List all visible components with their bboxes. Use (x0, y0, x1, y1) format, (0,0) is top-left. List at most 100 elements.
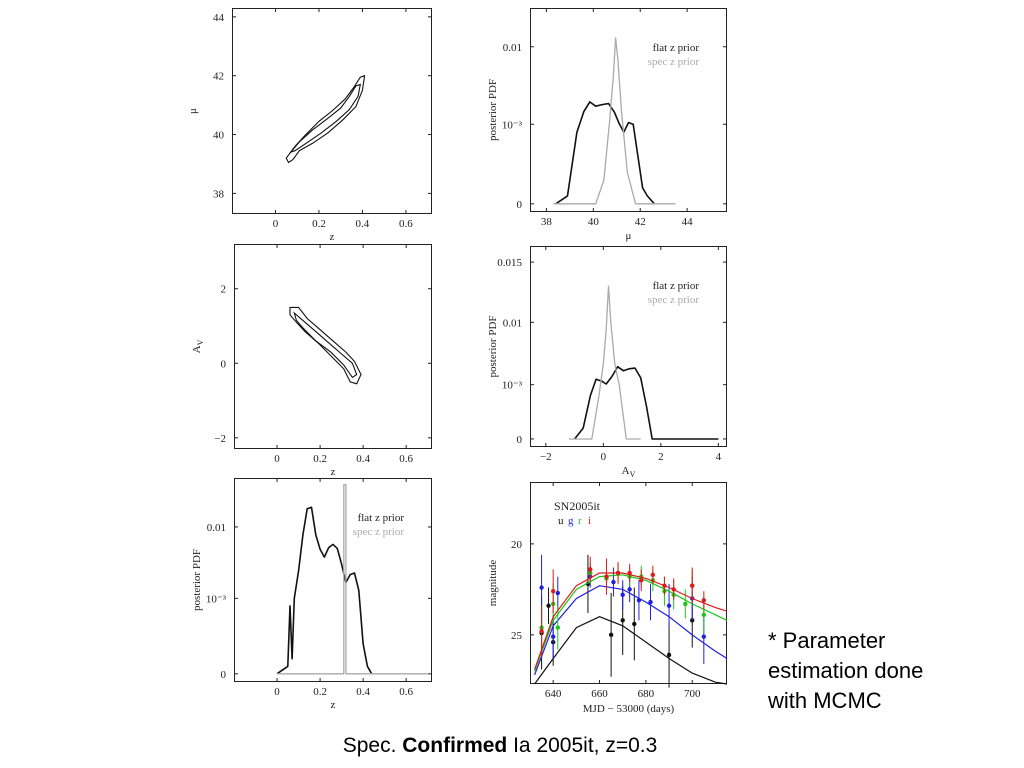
slide-caption: Spec. Confirmed Ia 2005it, z=0.3 (0, 734, 1000, 758)
data-point-g (636, 598, 642, 603)
data-point-i (650, 572, 656, 578)
chart-lightcurve: 640 660 680 700 MJD − 53000 (days) 20 25 magnit… (487, 482, 728, 715)
y-tick-label: 42 (213, 71, 224, 83)
y-tick-label: 0.01 (207, 522, 226, 534)
y-tick-label: 40 (213, 130, 225, 142)
data-point-g (611, 579, 616, 585)
model-curve-u (534, 616, 728, 685)
data-point-g (627, 587, 632, 592)
data-point-r (683, 601, 688, 607)
data-point-i (639, 578, 644, 583)
y-tick-label: 0.015 (497, 257, 522, 269)
lightcurve-title: SN2005it (554, 499, 601, 513)
x-tick-label: 42 (635, 216, 646, 228)
legend-flat-prior: flat z prior (653, 280, 700, 292)
data-point-g (666, 603, 672, 608)
note-line: with MCMC (768, 688, 882, 713)
y-axis-label: posterior PDF (191, 549, 203, 611)
x-tick-label: 4 (716, 451, 722, 463)
band-label-g: g (568, 515, 574, 527)
y-tick-label: 0.01 (503, 42, 522, 54)
data-point-g (701, 634, 707, 639)
caption-pre: Spec. (342, 734, 397, 757)
plot-frame (234, 478, 432, 682)
data-point-i (539, 629, 544, 634)
x-tick-label: 0.6 (399, 453, 413, 465)
y-tick-label: 0.01 (503, 317, 522, 329)
y-tick-label: 0 (221, 669, 227, 681)
model-curve-i (534, 572, 728, 670)
y-tick-label: 38 (213, 188, 225, 200)
series-flat-prior (555, 101, 655, 205)
legend-spec-prior: spec z prior (648, 294, 700, 306)
data-point-u (666, 652, 672, 658)
x-tick-label: 0 (601, 451, 607, 463)
data-point-i (615, 570, 621, 576)
contour-line (289, 306, 362, 385)
x-tick-label: 0 (273, 218, 279, 230)
caption-bold: Confirmed (402, 734, 508, 757)
x-axis-label: AV (622, 465, 636, 479)
chart-z-pdf: 0 0.2 0.4 0.6 z 0 10⁻³ 0.01 posterior PDF flat z … (191, 478, 432, 711)
x-tick-label: 0 (274, 453, 280, 465)
plot-frame (232, 8, 432, 214)
data-point-g (620, 592, 625, 598)
x-tick-label: 0.6 (399, 218, 413, 230)
y-tick-label: −2 (214, 433, 226, 445)
plot-frame (234, 244, 432, 449)
x-tick-label: 0.6 (399, 686, 413, 698)
y-tick-label: 2 (221, 284, 227, 296)
note-line: * Parameter (768, 628, 886, 653)
legend-flat-prior: flat z prior (653, 42, 700, 54)
contour-line (288, 83, 362, 154)
x-tick-label: 0.4 (356, 218, 370, 230)
x-tick-label: 2 (658, 451, 664, 463)
band-label-i: i (588, 515, 591, 527)
x-tick-label: 680 (638, 688, 655, 700)
data-point-i (671, 587, 676, 592)
contour-line (285, 74, 366, 164)
x-tick-label: −2 (540, 451, 552, 463)
data-point-r (555, 625, 561, 630)
note-line: estimation done (768, 658, 924, 683)
data-point-u (620, 618, 625, 623)
series-spec-prior (568, 285, 641, 440)
plot-frame (530, 8, 727, 212)
x-tick-label: 0.2 (313, 453, 327, 465)
x-tick-label: 0.2 (312, 218, 326, 230)
y-tick-label: 20 (511, 539, 523, 551)
series-flat-prior (276, 506, 373, 675)
data-point-g (648, 599, 653, 605)
data-point-u (546, 603, 551, 608)
chart-z-mu-contour: 0 0.2 0.4 0.6 z 38 40 42 44 μ (187, 8, 432, 243)
data-point-g (539, 585, 544, 590)
x-axis-label: MJD − 53000 (days) (583, 703, 675, 715)
x-tick-label: 0.2 (313, 686, 327, 698)
data-point-i (588, 567, 593, 572)
y-axis-label: posterior PDF (487, 79, 499, 141)
data-point-r (701, 612, 707, 618)
chart-av-pdf: −2 0 2 4 AV 0 10⁻³ 0.01 0.015 posterior PDF flat z… (487, 246, 727, 479)
y-tick-label: 0 (517, 199, 523, 211)
x-tick-label: 40 (588, 216, 600, 228)
y-axis-label: magnitude (487, 560, 499, 607)
series-flat-prior (573, 365, 719, 440)
plot-frame (530, 482, 727, 684)
x-tick-label: 700 (684, 688, 701, 700)
mcmc-note: * Parameter estimation done with MCMC (768, 626, 1008, 716)
data-point-i (662, 583, 667, 588)
caption-post: Ia 2005it, z=0.3 (513, 734, 658, 757)
y-tick-label: 10⁻³ (502, 380, 523, 392)
data-point-i (604, 574, 609, 579)
model-curve-g (534, 585, 728, 676)
legend-spec-prior: spec z prior (648, 56, 700, 68)
x-axis-label: z (331, 466, 336, 478)
x-tick-label: 0.4 (356, 686, 370, 698)
y-tick-label: 10⁻³ (502, 119, 523, 131)
x-tick-label: 0.4 (356, 453, 370, 465)
y-tick-label: 0 (221, 358, 227, 370)
data-point-u (632, 621, 637, 627)
data-point-i (550, 588, 556, 594)
x-axis-label: μ (626, 230, 632, 242)
x-tick-label: 44 (682, 216, 694, 228)
